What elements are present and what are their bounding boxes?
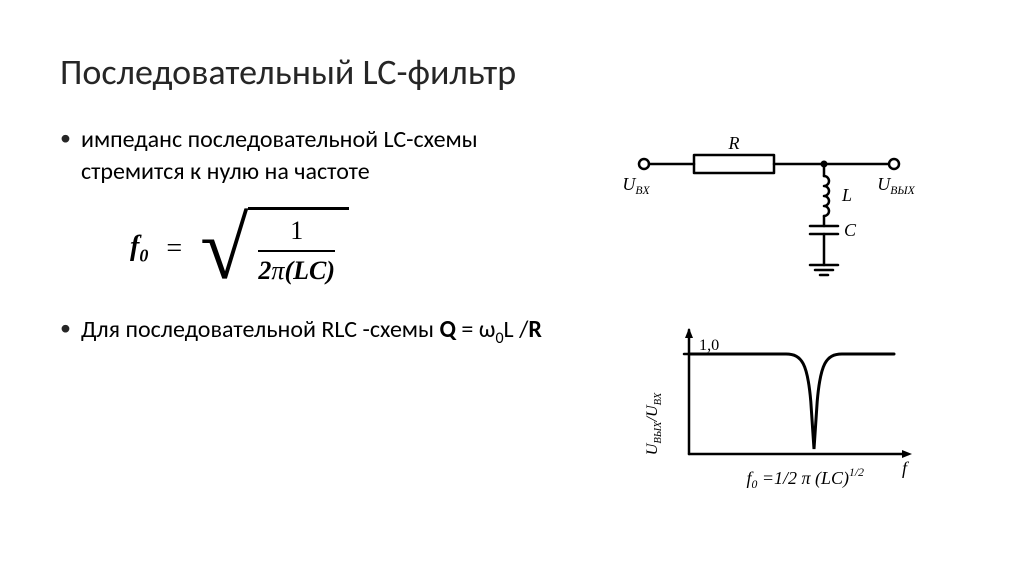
circuit-diagram: R LC UBX UВЫХ bbox=[624, 114, 924, 294]
response-chart: 1,0 f UВЫХ/UВХ f0 =1/2 π (LC)1/2 bbox=[624, 314, 924, 494]
content-row: • импеданс последовательной LC-схемы стр… bbox=[60, 124, 964, 534]
text-column: • импеданс последовательной LC-схемы стр… bbox=[60, 124, 584, 534]
svg-text:1,0: 1,0 bbox=[699, 336, 719, 354]
svg-text:L: L bbox=[841, 185, 852, 205]
bullet-1-text: импеданс последовательной LC-схемы стрем… bbox=[81, 124, 564, 189]
svg-text:C: C bbox=[844, 220, 857, 240]
formula-denominator: 2π(LC) bbox=[258, 252, 335, 286]
figures-column: R LC UBX UВЫХ 1,0 f UВЫХ/UВХ f0 =1/2 π (LC)1/2 bbox=[584, 124, 964, 534]
bullet-mark-icon: • bbox=[60, 314, 71, 343]
bullet-2: • Для последовательной RLC -схемы Q = ω0… bbox=[60, 314, 564, 349]
svg-text:UBX: UBX bbox=[624, 174, 650, 197]
svg-text:f0 =1/2 π (LC)1/2: f0 =1/2 π (LC)1/2 bbox=[747, 466, 865, 491]
svg-text:UВЫХ/UВХ: UВЫХ/UВХ bbox=[643, 392, 664, 455]
bullet-2-text: Для последовательной RLC -схемы Q = ω0L … bbox=[81, 314, 542, 349]
formula-equals: = bbox=[166, 233, 182, 265]
sqrt-icon: √ 1 2π(LC) bbox=[200, 207, 349, 292]
formula-lhs: f0 bbox=[130, 231, 148, 267]
slide-title: Последовательный LC-фильтр bbox=[60, 50, 964, 94]
svg-text:R: R bbox=[728, 133, 740, 153]
formula-numerator: 1 bbox=[290, 216, 303, 250]
formula-f0: f0 = √ 1 2π(LC) bbox=[130, 207, 564, 292]
bullet-mark-icon: • bbox=[60, 124, 71, 153]
svg-text:f: f bbox=[902, 458, 910, 478]
bullet-1: • импеданс последовательной LC-схемы стр… bbox=[60, 124, 564, 189]
svg-text:UВЫХ: UВЫХ bbox=[877, 174, 915, 197]
